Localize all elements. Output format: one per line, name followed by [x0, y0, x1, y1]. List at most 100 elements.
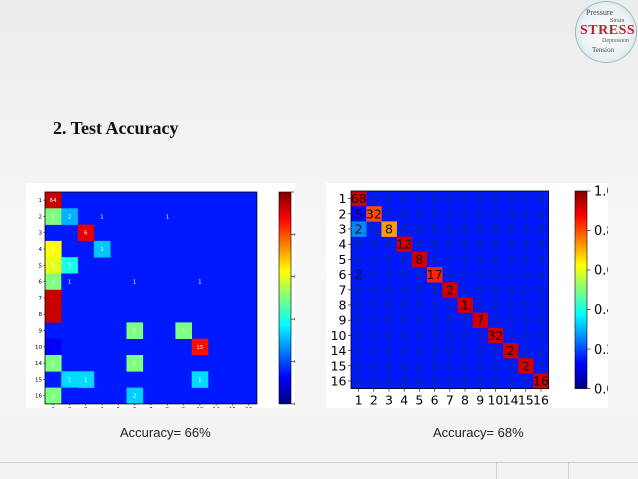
matrix-zero-value: 0 [400, 313, 408, 328]
colorbar-tick-label: 0.8 [294, 232, 295, 238]
matrix-cell-value: 1 [133, 361, 137, 367]
x-axis-tick-label: 2 [370, 393, 378, 408]
matrix-cell [45, 240, 62, 258]
matrix-cell [126, 273, 144, 291]
y-axis-tick-label: 10 [35, 345, 42, 351]
matrix-zero-value: 0 [491, 358, 499, 373]
matrix-cell [191, 371, 209, 388]
y-axis-tick-label: 15 [331, 358, 347, 373]
matrix-cell [77, 371, 95, 388]
matrix-zero-value: 0 [491, 267, 499, 282]
colorbar-tick-label: 0.4 [594, 303, 608, 318]
colorbar-tick-label: 0.4 [294, 317, 295, 323]
matrix-zero-value: 0 [476, 343, 484, 358]
x-axis-tick-label: 5 [117, 407, 121, 408]
matrix-zero-value: 0 [370, 328, 378, 343]
matrix-zero-value: 0 [415, 222, 423, 237]
matrix-zero-value: 0 [491, 282, 499, 297]
matrix-zero-value: 0 [370, 282, 378, 297]
matrix-zero-value: 0 [507, 298, 515, 313]
matrix-zero-value: 0 [431, 343, 439, 358]
matrix-zero-value: 0 [491, 206, 499, 221]
matrix-zero-value: 0 [446, 267, 454, 282]
matrix-cell-value: 8 [385, 222, 393, 237]
y-axis-tick-label: 3 [39, 231, 43, 237]
matrix-cell [61, 387, 78, 405]
colorbar-tick-label: 0.6 [294, 275, 295, 281]
matrix-cell [45, 355, 62, 372]
matrix-zero-value: 0 [385, 343, 393, 358]
matrix-zero-value: 0 [431, 313, 439, 328]
matrix-zero-value: 0 [355, 343, 363, 358]
y-axis-tick-label: 6 [339, 267, 347, 282]
matrix-cell [533, 373, 549, 389]
colorbar-tick-label: 1.0 [594, 185, 608, 200]
matrix-cell [126, 387, 144, 405]
y-axis-tick-label: 1 [339, 191, 347, 206]
x-axis-tick-label: 6 [133, 407, 137, 408]
matrix-zero-value: 0 [476, 298, 484, 313]
matrix-zero-value: 0 [507, 282, 515, 297]
y-axis-tick-label: 16 [35, 394, 42, 400]
matrix-cell-value: 17 [427, 267, 443, 282]
x-axis-tick-label: 15 [518, 393, 534, 408]
matrix-cell-value: 12 [396, 237, 412, 252]
y-axis-tick-label: 8 [39, 312, 43, 318]
matrix-zero-value: 0 [431, 237, 439, 252]
footer-divider [0, 462, 638, 463]
matrix-zero-value: 0 [476, 328, 484, 343]
matrix-cell [472, 312, 489, 329]
matrix-zero-value: 0 [370, 313, 378, 328]
matrix-zero-value: 0 [537, 298, 545, 313]
matrix-zero-value: 0 [461, 358, 469, 373]
x-axis-tick-label: 5 [415, 393, 423, 408]
matrix-cell [411, 251, 428, 268]
matrix-zero-value: 0 [431, 191, 439, 206]
matrix-zero-value: 0 [431, 298, 439, 313]
matrix-cell-value: 3 [51, 280, 55, 286]
matrix-zero-value: 0 [446, 252, 454, 267]
matrix-cell [45, 273, 62, 291]
matrix-zero-value: 0 [355, 237, 363, 252]
matrix-zero-value: 0 [491, 374, 499, 389]
x-axis-tick-label: 10 [196, 407, 203, 408]
matrix-zero-value: 0 [537, 313, 545, 328]
matrix-cell [442, 282, 458, 298]
y-axis-tick-label: 2 [39, 214, 43, 220]
matrix-zero-value: 0 [355, 313, 363, 328]
x-axis-tick-label: 1 [51, 407, 55, 408]
matrix-zero-value: 0 [476, 358, 484, 373]
matrix-cell-value: 1 [100, 214, 104, 220]
matrix-zero-value: 0 [476, 267, 484, 282]
matrix-cell-value: 1 [84, 377, 88, 383]
matrix-cell-value: 1 [166, 214, 170, 220]
matrix-cell [45, 208, 62, 225]
matrix-cell-value: 2 [446, 282, 454, 297]
matrix-zero-value: 0 [507, 222, 515, 237]
matrix-cell [366, 206, 382, 222]
matrix-cell [351, 267, 367, 283]
matrix-zero-value: 0 [415, 358, 423, 373]
matrix-zero-value: 0 [491, 298, 499, 313]
matrix-cell [487, 327, 504, 344]
x-axis-tick-label: 8 [461, 393, 469, 408]
matrix-cell-value: 2 [68, 263, 72, 269]
matrix-zero-value: 0 [385, 191, 393, 206]
matrix-zero-value: 0 [537, 252, 545, 267]
matrix-zero-value: 0 [415, 298, 423, 313]
matrix-zero-value: 0 [507, 358, 515, 373]
matrix-zero-value: 0 [491, 313, 499, 328]
matrix-cell-value: 1 [100, 247, 104, 253]
matrix-cell-value: 8 [415, 252, 423, 267]
matrix-zero-value: 0 [476, 206, 484, 221]
matrix-cell-value: 2 [507, 343, 515, 358]
matrix-cell-value: 1 [133, 329, 137, 335]
colorbar-tick-label: 1.0 [294, 190, 295, 196]
matrix-zero-value: 0 [415, 282, 423, 297]
y-axis-tick-label: 6 [39, 280, 43, 286]
matrix-zero-value: 0 [446, 206, 454, 221]
matrix-zero-value: 0 [431, 328, 439, 343]
matrix-zero-value: 0 [355, 374, 363, 389]
matrix-zero-value: 0 [491, 252, 499, 267]
matrix-zero-value: 0 [355, 358, 363, 373]
